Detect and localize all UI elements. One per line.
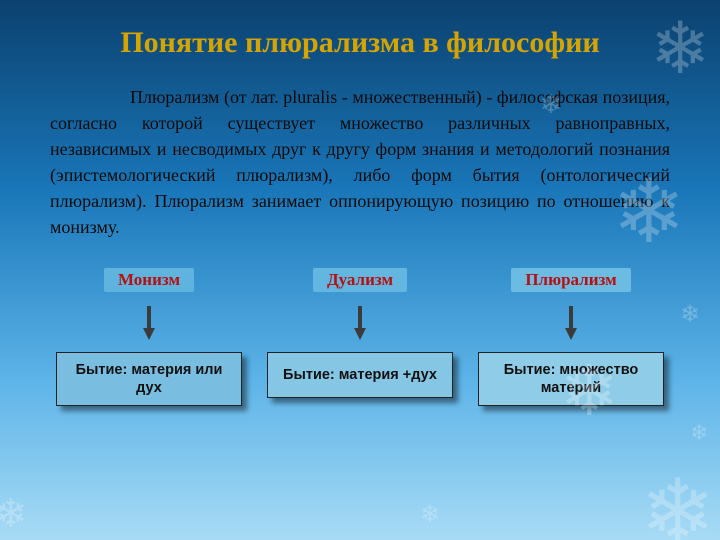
body-paragraph: Плюрализм (от лат. pluralis - множествен… — [50, 84, 670, 241]
slide: Понятие плюрализма в философии Плюрализм… — [0, 0, 720, 540]
tag-dualism: Дуализм — [313, 268, 407, 292]
diagram-column-monism: Монизм Бытие: материя или дух — [54, 268, 244, 406]
arrow-down-icon — [353, 306, 367, 340]
tag-pluralism: Плюрализм — [511, 268, 630, 292]
page-title: Понятие плюрализма в философии — [50, 24, 670, 62]
arrow-down-icon — [142, 306, 156, 340]
arrow-down-icon — [564, 306, 578, 340]
diagram-column-pluralism: Плюрализм Бытие: множество материй — [476, 268, 666, 406]
diagram: Монизм Бытие: материя или дух Дуализм Бы… — [50, 268, 670, 406]
box-dualism: Бытие: материя +дух — [267, 352, 453, 398]
box-pluralism: Бытие: множество материй — [478, 352, 664, 406]
box-monism: Бытие: материя или дух — [56, 352, 242, 406]
diagram-column-dualism: Дуализм Бытие: материя +дух — [265, 268, 455, 406]
tag-monism: Монизм — [104, 268, 194, 292]
